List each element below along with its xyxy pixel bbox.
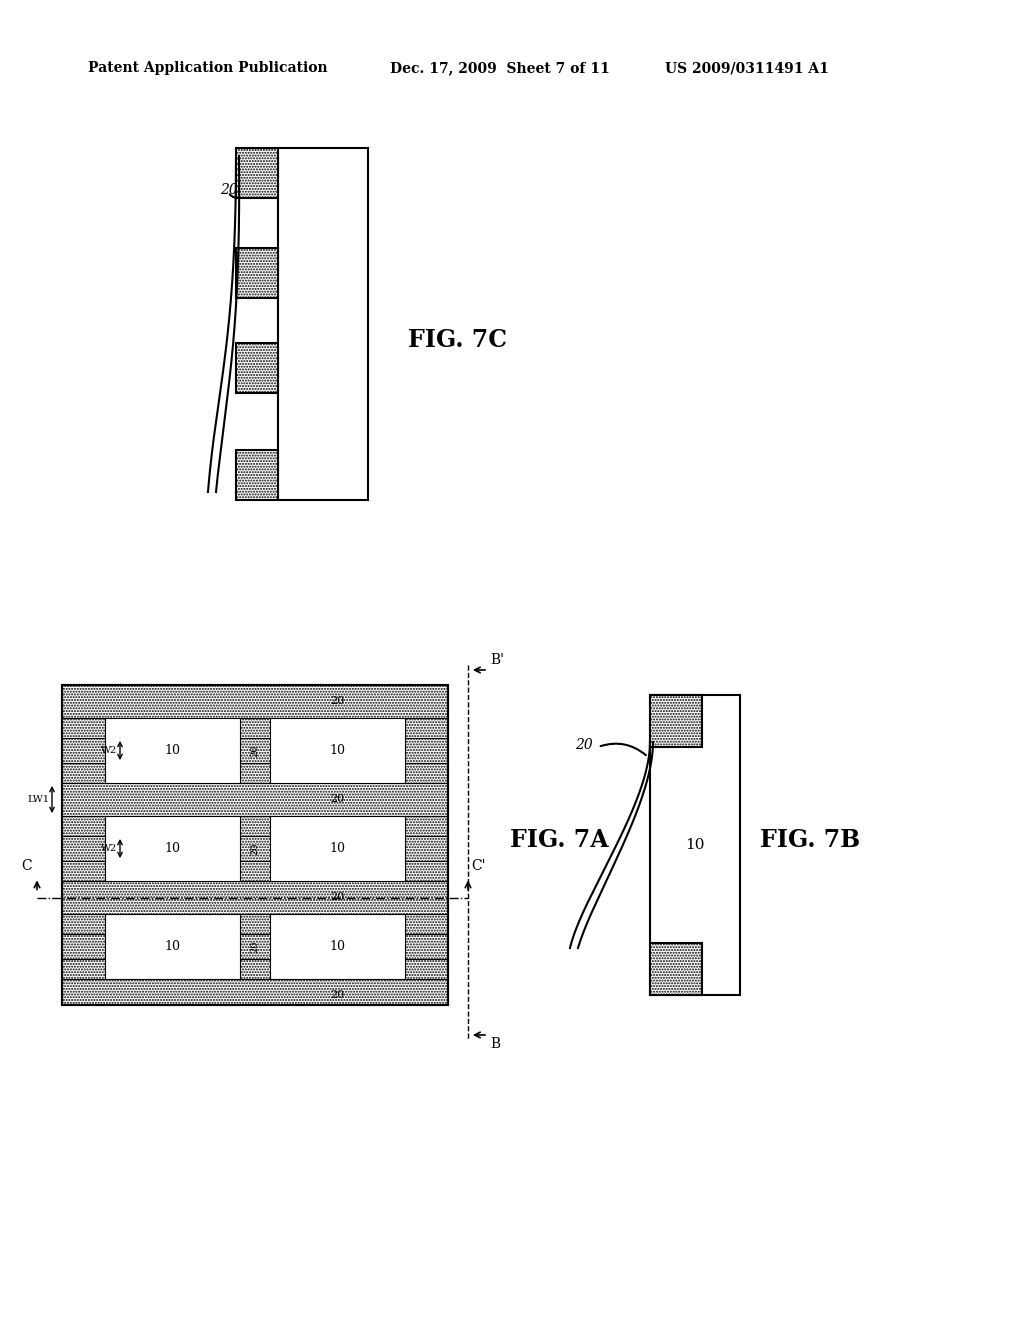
Bar [650, 696, 740, 995]
Text: W2: W2 [100, 843, 117, 853]
Bar [236, 450, 278, 500]
Bar [406, 960, 449, 979]
Bar [270, 816, 406, 880]
Text: 10: 10 [330, 940, 345, 953]
Text: W1: W1 [247, 723, 263, 733]
Text: C': C' [471, 858, 485, 873]
Bar [62, 913, 105, 935]
Text: FIG. 7B: FIG. 7B [760, 828, 860, 851]
Bar [270, 913, 406, 979]
Bar [62, 816, 105, 836]
Text: 10: 10 [330, 842, 345, 855]
Text: Dec. 17, 2009  Sheet 7 of 11: Dec. 17, 2009 Sheet 7 of 11 [390, 61, 609, 75]
Text: 20: 20 [220, 183, 238, 197]
Bar [62, 685, 449, 1005]
Text: 20: 20 [331, 795, 345, 804]
Bar [406, 816, 449, 836]
Text: 10: 10 [165, 940, 180, 953]
Bar [62, 718, 105, 738]
Text: 20: 20 [331, 990, 345, 1001]
Bar [236, 148, 278, 198]
Text: Patent Application Publication: Patent Application Publication [88, 61, 328, 75]
Text: B': B' [490, 653, 504, 667]
Bar [278, 148, 368, 500]
Text: FIG. 7C: FIG. 7C [408, 327, 507, 352]
Text: 20: 20 [251, 842, 259, 854]
Text: 20: 20 [251, 940, 259, 953]
Bar [650, 696, 702, 747]
Bar [240, 763, 270, 783]
Bar [236, 248, 278, 298]
Text: US 2009/0311491 A1: US 2009/0311491 A1 [665, 61, 828, 75]
Text: 10: 10 [685, 838, 705, 851]
Bar [650, 942, 702, 995]
Text: 10: 10 [330, 744, 345, 756]
Bar [406, 763, 449, 783]
Bar [105, 718, 240, 783]
Bar [270, 718, 406, 783]
Bar [236, 343, 278, 393]
Bar [105, 816, 240, 880]
Bar [62, 685, 449, 1005]
Text: FIG. 7A: FIG. 7A [510, 828, 608, 851]
Bar [406, 913, 449, 935]
Bar [240, 861, 270, 880]
Text: 20: 20 [251, 744, 259, 756]
Text: 20: 20 [331, 892, 345, 903]
Bar [240, 816, 270, 836]
Bar [62, 763, 105, 783]
Text: 10: 10 [165, 744, 180, 756]
Bar [62, 960, 105, 979]
Bar [105, 913, 240, 979]
Bar [406, 718, 449, 738]
Bar [240, 913, 270, 935]
Text: 20: 20 [331, 697, 345, 706]
Text: B: B [490, 1038, 500, 1051]
Bar [62, 861, 105, 880]
Bar [406, 861, 449, 880]
Bar [240, 960, 270, 979]
Text: 10: 10 [165, 842, 180, 855]
Bar [240, 718, 270, 738]
Text: W2: W2 [100, 746, 117, 755]
Text: C: C [22, 858, 32, 873]
Text: LW1: LW1 [27, 795, 49, 804]
Text: 20: 20 [575, 738, 593, 752]
